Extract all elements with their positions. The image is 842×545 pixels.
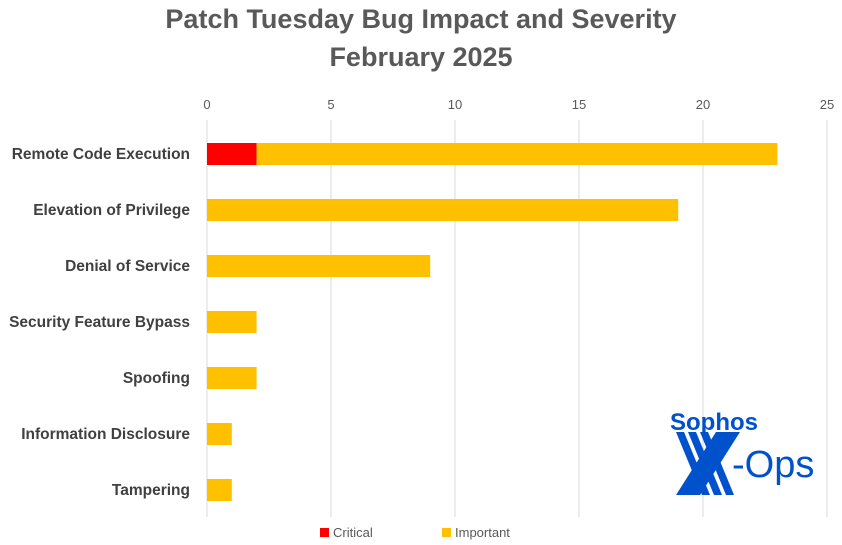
bar-important	[256, 143, 778, 165]
x-tick-label: 25	[820, 97, 834, 112]
bar-important	[207, 311, 257, 333]
legend-label: Critical	[333, 525, 373, 540]
category-label: Security Feature Bypass	[9, 314, 190, 331]
category-label: Denial of Service	[65, 258, 190, 275]
x-tick-label: 15	[572, 97, 586, 112]
svg-text:-Ops: -Ops	[732, 444, 814, 486]
category-label: Information Disclosure	[21, 426, 190, 443]
x-tick-label: 10	[448, 97, 462, 112]
bar-important	[207, 479, 232, 501]
bar-important	[207, 367, 257, 389]
bar-critical	[207, 143, 257, 165]
x-tick-label: 20	[696, 97, 710, 112]
sophos-xops-logo: Sophos -Ops	[670, 409, 814, 495]
bar-important	[207, 255, 431, 277]
category-label: Remote Code Execution	[12, 146, 190, 163]
category-label: Tampering	[112, 482, 190, 499]
category-label: Spoofing	[123, 370, 190, 387]
title-line: Patch Tuesday Bug Impact and Severity	[165, 4, 677, 34]
x-tick-label: 0	[203, 97, 210, 112]
x-tick-label: 5	[327, 97, 334, 112]
svg-text:Sophos: Sophos	[670, 409, 758, 436]
subtitle-line: February 2025	[329, 42, 513, 72]
legend-swatch	[442, 528, 451, 537]
category-label: Elevation of Privilege	[33, 202, 190, 219]
bar-important	[207, 199, 679, 221]
bar-important	[207, 423, 232, 445]
legend-label: Important	[455, 525, 510, 540]
chart-title: Patch Tuesday Bug Impact and Severity Fe…	[0, 0, 842, 76]
legend-swatch	[320, 528, 329, 537]
